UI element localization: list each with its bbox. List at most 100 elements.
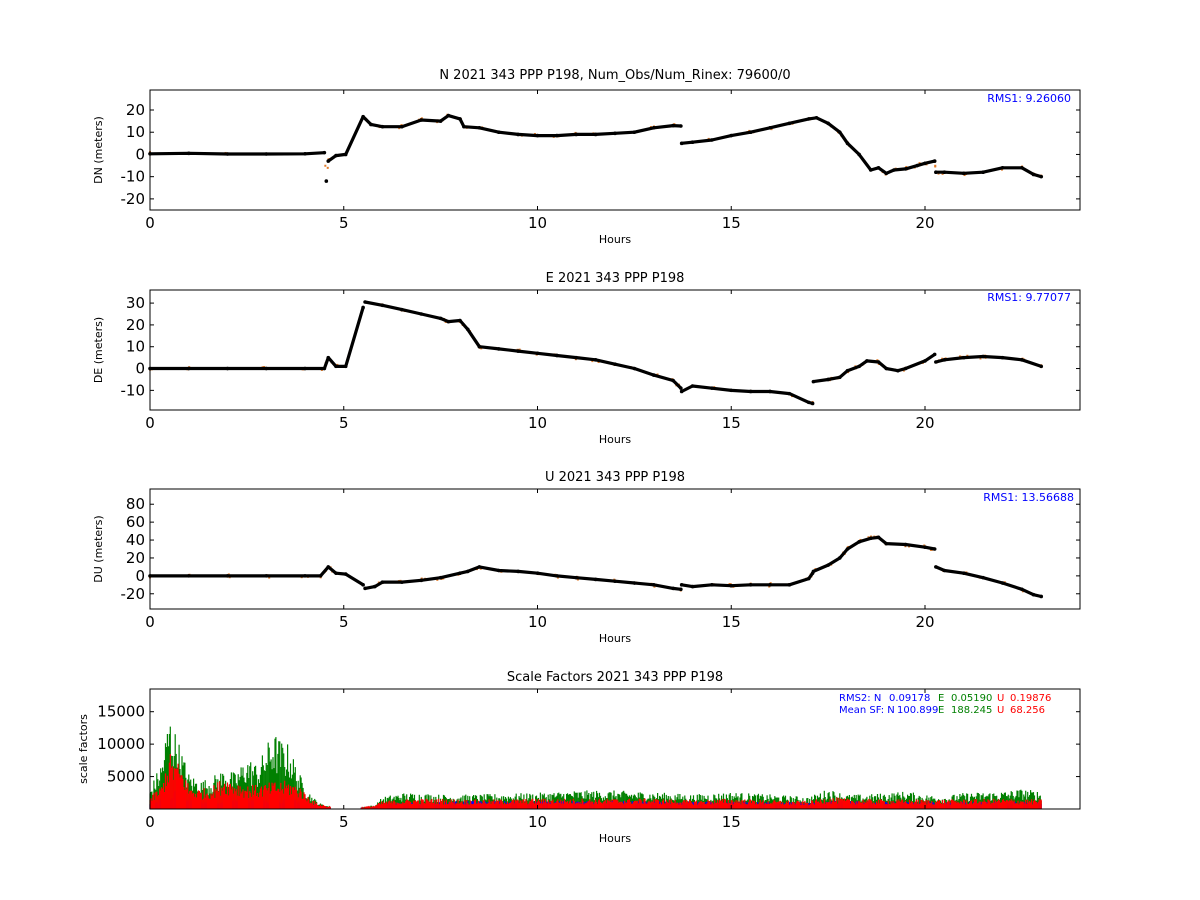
mean-sf-label: Mean SF: N [839, 705, 895, 716]
panel-du-frame [149, 488, 1081, 610]
data-point [942, 170, 947, 175]
y-tick-label: 20 [126, 549, 145, 567]
data-point-outlier [420, 577, 423, 580]
x-tick-label: 5 [339, 813, 349, 831]
data-point [942, 568, 947, 573]
data-point [868, 536, 873, 541]
data-point [710, 583, 714, 587]
data-point [516, 132, 520, 137]
data-point [876, 165, 881, 170]
data-point [806, 576, 811, 581]
data-point [363, 300, 367, 304]
data-point [632, 130, 637, 135]
data-point [400, 124, 404, 129]
data-point [535, 571, 540, 575]
data-point [1000, 581, 1005, 585]
data-point-outlier [876, 359, 879, 362]
data-point [496, 568, 501, 573]
data-point [806, 117, 811, 121]
data-point [186, 574, 191, 578]
rms2-n-value: 0.09178 [889, 693, 930, 704]
data-point [787, 391, 792, 396]
data-point-outlier [436, 578, 439, 581]
data-point [934, 360, 938, 364]
y-tick-label: -20 [121, 190, 146, 208]
panel-dn-y-axis-label: DN (meters) [92, 116, 105, 184]
mean-sf-n-value: 100.899 [897, 705, 938, 716]
data-point [574, 575, 579, 580]
data-point [343, 364, 348, 369]
y-tick-label: 0 [135, 145, 145, 163]
data-point-outlier [268, 576, 271, 579]
data-point [837, 556, 842, 560]
data-point-outlier [941, 172, 944, 175]
data-point [574, 355, 579, 360]
data-point [961, 171, 966, 176]
data-point [1000, 165, 1005, 170]
data-point [942, 358, 947, 362]
data-point [438, 119, 443, 123]
data-point [593, 132, 598, 137]
data-point [225, 574, 230, 578]
data-series-line [364, 565, 682, 591]
y-tick-label: 10 [126, 123, 145, 141]
x-tick-label: 0 [145, 414, 155, 432]
data-series-line [149, 151, 325, 156]
panel-de-title: E 2021 343 PPP P198 [546, 271, 685, 286]
panel-du-x-ticks: 0 5 10 15 20 [145, 489, 935, 631]
panel-scale-factors: Scale Factors 2021 343 PPP P198 0 5 10 15 20… [77, 670, 1081, 845]
data-point [651, 373, 656, 377]
y-tick-label: 10 [126, 338, 145, 356]
y-tick-label: 30 [126, 294, 145, 312]
y-tick-label: 20 [126, 101, 145, 119]
data-point-outlier [768, 585, 771, 588]
data-point [343, 152, 348, 157]
data-point [845, 141, 850, 146]
data-point [923, 359, 927, 363]
panel-de-frame [149, 289, 1081, 411]
data-point [303, 366, 307, 371]
panel-sf-x-ticks: 0 5 10 15 20 [145, 689, 935, 831]
data-point-outlier [966, 354, 969, 357]
data-point [458, 318, 462, 323]
data-point [857, 364, 861, 369]
data-point [845, 547, 850, 551]
data-point [535, 133, 540, 138]
data-point [225, 152, 230, 156]
data-point [334, 153, 338, 158]
panel-dn-y-ticks: -20 -10 0 10 20 [121, 101, 1080, 208]
data-point [458, 571, 462, 575]
data-point [710, 138, 714, 142]
data-point [322, 366, 327, 371]
data-point [496, 130, 501, 135]
data-point [729, 583, 734, 588]
data-point [516, 349, 520, 353]
data-point [845, 368, 850, 373]
panel-du-rms-label: RMS1: 13.56688 [983, 491, 1074, 504]
panel-du-x-axis-label: Hours [599, 632, 631, 645]
panel-dn-rms-label: RMS1: 9.26060 [987, 92, 1071, 105]
data-point [555, 353, 559, 358]
data-point [865, 359, 869, 363]
x-tick-label: 15 [722, 813, 741, 831]
data-point [380, 303, 385, 308]
data-point [458, 117, 462, 121]
panel-sf-x-axis-label: Hours [599, 832, 631, 845]
x-tick-label: 0 [145, 214, 155, 232]
data-point [837, 130, 842, 135]
data-point [264, 574, 269, 578]
data-point-outlier [518, 348, 521, 351]
data-point [465, 569, 470, 574]
data-point-outlier [324, 164, 327, 167]
data-point [679, 389, 684, 394]
data-point [1031, 172, 1036, 177]
data-point [811, 379, 816, 384]
data-point [961, 355, 966, 360]
panel-de-x-ticks: 0 5 10 15 20 [145, 290, 935, 432]
panel-sf-frame [149, 688, 1081, 810]
data-point-outlier [1000, 168, 1003, 171]
data-point [446, 113, 451, 118]
data-point-outlier [923, 544, 926, 547]
panel-de: E 2021 343 PPP P198 0 5 10 15 20 -100102030 … [92, 271, 1081, 446]
